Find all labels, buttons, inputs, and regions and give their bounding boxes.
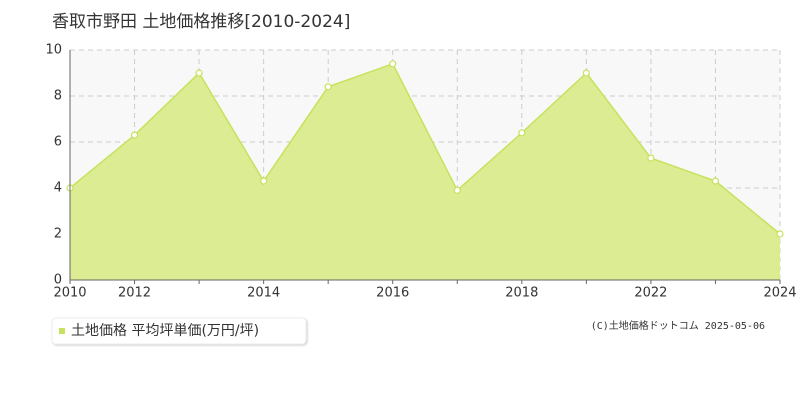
x-tick-label: 2018 <box>505 286 538 301</box>
x-tick-label: 2014 <box>247 286 280 301</box>
point <box>195 69 203 77</box>
point <box>130 131 139 139</box>
y-tick-label: 2 <box>54 227 62 242</box>
y-tick-label: 0 <box>54 273 62 288</box>
point <box>518 129 526 137</box>
y-tick-label: 10 <box>45 43 62 58</box>
point <box>582 69 590 77</box>
point <box>453 186 461 194</box>
x-tick-label: 2012 <box>118 286 151 301</box>
point <box>711 177 720 185</box>
point <box>389 60 397 68</box>
x-tick-label: 2024 <box>763 286 796 301</box>
y-tick-label: 6 <box>54 135 62 150</box>
line <box>69 62 781 235</box>
legend-box <box>51 317 307 345</box>
x-tick-label: 2022 <box>634 286 667 301</box>
source: (C)土地価格ドットコム 2025-05-06 <box>591 319 765 332</box>
point <box>776 230 784 238</box>
area <box>70 63 780 280</box>
x-tick-label: 2010 <box>53 286 86 301</box>
y-tick-label: 4 <box>54 181 62 196</box>
x-tick-label: 2016 <box>376 286 409 301</box>
point <box>647 154 655 162</box>
point <box>324 83 332 91</box>
point <box>260 177 268 185</box>
y-tick-label: 8 <box>54 89 62 104</box>
legend-swatch <box>59 328 65 334</box>
legend-label: 土地価格 平均坪単価(万円/坪) <box>71 323 259 339</box>
chart-title: 香取市野田 土地価格推移[2010-2024] <box>52 12 350 32</box>
